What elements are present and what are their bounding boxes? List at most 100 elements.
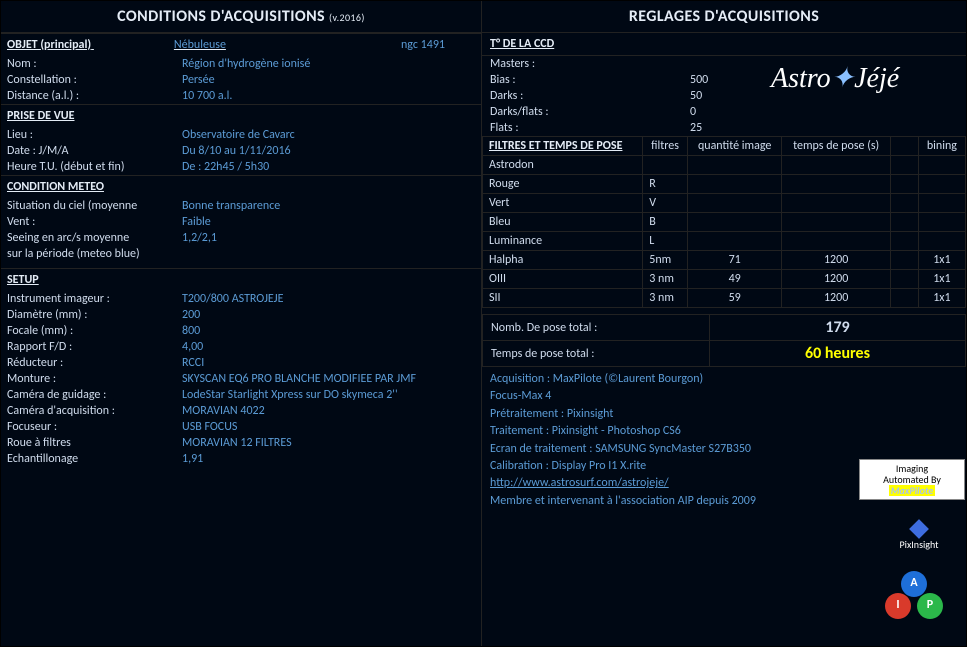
lieu-value: Observatoire de Cavarc: [182, 128, 475, 142]
filter-f: [643, 156, 688, 175]
ech-label: Echantillonage: [7, 452, 182, 466]
cam-label: Caméra d'acquisition :: [7, 404, 182, 418]
filter-name: Astrodon: [483, 156, 643, 175]
instr-label: Instrument imageur :: [7, 292, 182, 306]
aip-a-icon: A: [901, 571, 927, 597]
maxpilote-badge: Imaging Automated By MaxPilote: [859, 459, 965, 500]
guide-label: Caméra de guidage :: [7, 388, 182, 402]
col-filtres: filtres: [643, 137, 688, 156]
count-label: Nomb. De pose total :: [483, 315, 710, 341]
objet-type: Nébuleuse: [174, 38, 226, 52]
filter-row: BleuB: [483, 213, 966, 232]
filter-row: Astrodon: [483, 156, 966, 175]
prise-header: PRISE DE VUE: [1, 104, 481, 127]
sw-acq: Acquisition : MaxPilote (©Laurent Bourgo…: [490, 371, 958, 388]
ech-value: 1,91: [182, 452, 475, 466]
cam-value: MORAVIAN 4022: [182, 404, 475, 418]
filter-qty: [687, 232, 782, 251]
mont-label: Monture :: [7, 372, 182, 386]
df-label: Darks/flats :: [490, 105, 690, 119]
bias-label: Bias :: [490, 73, 690, 87]
darks-value: 50: [690, 89, 702, 103]
count-value: 179: [710, 315, 966, 341]
const-label: Constellation :: [7, 73, 182, 87]
filter-row: RougeR: [483, 175, 966, 194]
left-title-text: CONDITIONS D'ACQUISITIONS: [117, 7, 325, 26]
filter-bin: 1x1: [918, 251, 965, 270]
foc-value: 800: [182, 324, 475, 338]
sw-screen: Ecran de traitement : SAMSUNG SyncMaster…: [490, 441, 958, 458]
guide-value: LodeStar Starlight Xpress sur DO skymeca…: [182, 388, 475, 402]
date-label: Date : J/M/A: [7, 144, 182, 158]
aip-p-icon: P: [917, 593, 943, 619]
filter-row: OIII3 nm4912001x1: [483, 270, 966, 289]
df-value: 0: [690, 105, 696, 119]
vent-label: Vent :: [7, 215, 182, 229]
filter-name: Rouge: [483, 175, 643, 194]
filter-bin: [918, 232, 965, 251]
filter-time: 1200: [782, 289, 890, 308]
setup-header: SETUP: [1, 268, 481, 291]
darks-label: Darks :: [490, 89, 690, 103]
seeing-value: 1,2/2,1: [182, 231, 475, 245]
filter-bin: [918, 175, 965, 194]
filter-f: L: [643, 232, 688, 251]
focuser-label: Focuseur :: [7, 420, 182, 434]
col-bin: bining: [918, 137, 965, 156]
filter-qty: [687, 213, 782, 232]
ciel-label: Situation du ciel (moyenne: [7, 199, 182, 213]
filter-name: Halpha: [483, 251, 643, 270]
filter-row: SII3 nm5912001x1: [483, 289, 966, 308]
ngc: ngc 1491: [401, 38, 445, 52]
instr-value: T200/800 ASTROJEJE: [182, 292, 475, 306]
aip-i-icon: I: [885, 593, 911, 619]
bias-value: 500: [690, 73, 708, 87]
filter-time: 1200: [782, 270, 890, 289]
sw-focus: Focus-Max 4: [490, 388, 958, 405]
focuser-value: USB FOCUS: [182, 420, 475, 434]
filter-name: OIII: [483, 270, 643, 289]
filter-table: FILTRES ET TEMPS DE POSE filtres quantit…: [482, 136, 966, 308]
sw-pretrait: Prétraitement : Pixinsight: [490, 406, 958, 423]
filter-name: Vert: [483, 194, 643, 213]
fd-value: 4,00: [182, 340, 475, 354]
filter-time: [782, 156, 890, 175]
filter-f: 5nm: [643, 251, 688, 270]
lieu-label: Lieu :: [7, 128, 182, 142]
summary-table: Nomb. De pose total : 179 Temps de pose …: [482, 314, 966, 367]
filter-row: Halpha5nm7112001x1: [483, 251, 966, 270]
nom-label: Nom :: [7, 57, 182, 71]
filter-name: Bleu: [483, 213, 643, 232]
col-qty: quantité image: [687, 137, 782, 156]
vent-value: Faible: [182, 215, 475, 229]
filter-time: [782, 194, 890, 213]
filter-row: VertV: [483, 194, 966, 213]
foc-label: Focale (mm) :: [7, 324, 182, 338]
roue-label: Roue à filtres: [7, 436, 182, 450]
filter-qty: [687, 156, 782, 175]
filter-bin: [918, 194, 965, 213]
filter-bin: [918, 156, 965, 175]
filter-bin: [918, 213, 965, 232]
time-value: 60 heures: [710, 341, 966, 367]
filter-f: V: [643, 194, 688, 213]
filter-bin: 1x1: [918, 270, 965, 289]
website-link[interactable]: http://www.astrosurf.com/astrojeje/: [490, 476, 669, 490]
dist-label: Distance (a.l.) :: [7, 89, 182, 103]
aip-badge: A I P: [879, 571, 957, 632]
filters-header: FILTRES ET TEMPS DE POSE: [483, 137, 643, 156]
filter-f: B: [643, 213, 688, 232]
filter-qty: [687, 175, 782, 194]
filter-row: LuminanceL: [483, 232, 966, 251]
filter-qty: [687, 194, 782, 213]
right-title: REGLAGES D'ACQUISITIONS: [482, 1, 966, 33]
pixinsight-badge: PixInsight: [885, 519, 953, 553]
masters-label: Masters :: [490, 57, 690, 71]
meteo-header: CONDITION METEO: [1, 175, 481, 198]
periode-value: [182, 247, 475, 261]
dist-value: 10 700 a.l.: [182, 89, 475, 103]
fd-label: Rapport F/D :: [7, 340, 182, 354]
date-value: Du 8/10 au 1/11/2016: [182, 144, 475, 158]
mont-value: SKYSCAN EQ6 PRO BLANCHE MODIFIEE PAR JMF: [182, 372, 475, 386]
flats-label: Flats :: [490, 121, 690, 135]
